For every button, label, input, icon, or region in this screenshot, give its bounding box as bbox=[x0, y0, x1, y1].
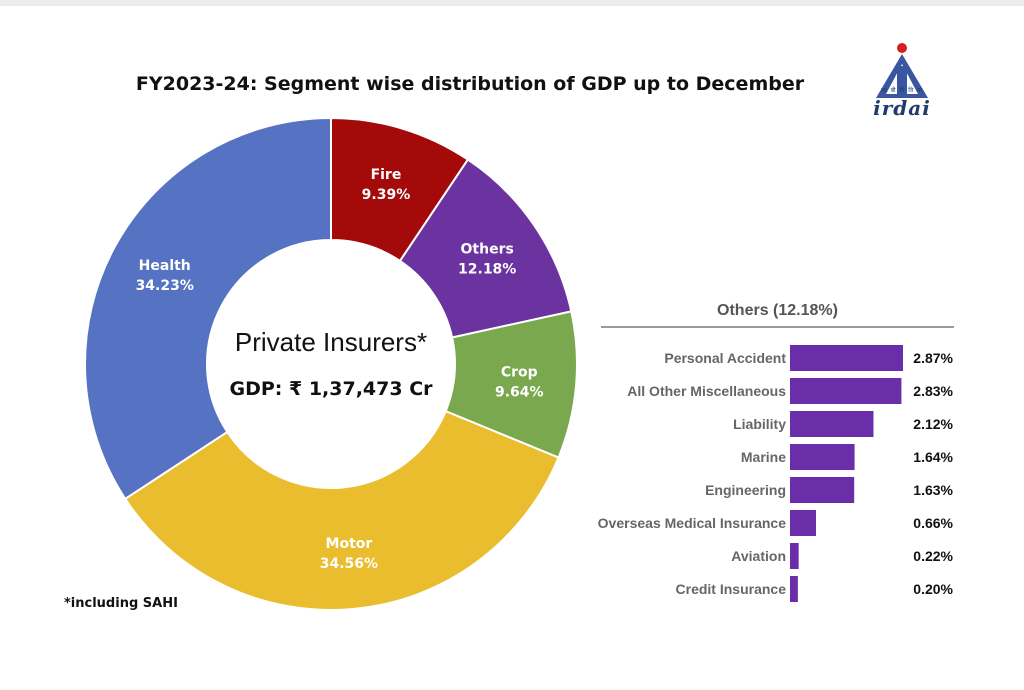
bar-value-marine: 1.64% bbox=[913, 449, 953, 465]
bar-personal-accident bbox=[790, 345, 903, 371]
bar-all-other-miscellaneous bbox=[790, 378, 902, 404]
bar-aviation bbox=[790, 543, 799, 569]
bar-value-personal-accident: 2.87% bbox=[913, 350, 953, 366]
slice-value-others: 12.18% bbox=[458, 262, 516, 278]
bar-label-engineering: Engineering bbox=[705, 482, 786, 498]
bar-label-marine: Marine bbox=[741, 449, 786, 465]
bar-label-aviation: Aviation bbox=[731, 548, 786, 564]
bar-label-all-other-miscellaneous: All Other Miscellaneous bbox=[627, 383, 786, 399]
slice-name-health: Health bbox=[139, 258, 191, 274]
bar-marine bbox=[790, 444, 855, 470]
center-title: Private Insurers* bbox=[234, 327, 428, 357]
slice-value-crop: 9.64% bbox=[495, 384, 544, 400]
logo-tagline: भा बी वि वि प्रा bbox=[880, 87, 924, 94]
slice-motor bbox=[123, 409, 560, 611]
irdai-logo bbox=[876, 43, 928, 98]
slice-health bbox=[84, 116, 332, 501]
bar-value-all-other-miscellaneous: 2.83% bbox=[913, 383, 953, 399]
slice-value-fire: 9.39% bbox=[362, 187, 411, 203]
bar-value-aviation: 0.22% bbox=[913, 548, 953, 564]
slice-name-others: Others bbox=[461, 242, 514, 258]
bar-label-credit-insurance: Credit Insurance bbox=[676, 581, 787, 597]
bar-engineering bbox=[790, 477, 855, 503]
slice-name-motor: Motor bbox=[326, 536, 373, 552]
chart-title: FY2023-24: Segment wise distribution of … bbox=[135, 73, 805, 95]
segment-donut-chart: Fire 9.39% Others 12.18% Crop 9.64% Motor 34.56… bbox=[84, 116, 578, 611]
top-border bbox=[0, 0, 1024, 6]
slice-name-fire: Fire bbox=[371, 167, 402, 183]
others-title-rule bbox=[601, 326, 954, 328]
slice-name-crop: Crop bbox=[501, 364, 538, 380]
bar-value-engineering: 1.63% bbox=[913, 482, 953, 498]
bar-value-credit-insurance: 0.20% bbox=[913, 581, 953, 597]
bar-label-personal-accident: Personal Accident bbox=[664, 350, 786, 366]
bar-label-liability: Liability bbox=[733, 416, 786, 432]
others-bar-chart: Personal Accident 2.87% All Other Miscella… bbox=[598, 345, 954, 602]
logo-wordmark: irdai bbox=[873, 96, 931, 120]
center-gdp-value: GDP: ₹ 1,37,473 Cr bbox=[229, 378, 433, 400]
bar-credit-insurance bbox=[790, 576, 798, 602]
bar-value-overseas-medical-insurance: 0.66% bbox=[913, 515, 953, 531]
others-breakdown-title: Others (12.18%) bbox=[717, 302, 838, 319]
footnote: *including SAHI bbox=[64, 596, 178, 611]
slice-value-motor: 34.56% bbox=[320, 556, 378, 572]
bar-overseas-medical-insurance bbox=[790, 510, 816, 536]
bar-value-liability: 2.12% bbox=[913, 416, 953, 432]
bar-label-overseas-medical-insurance: Overseas Medical Insurance bbox=[598, 515, 787, 531]
slice-value-health: 34.23% bbox=[136, 278, 194, 294]
bar-liability bbox=[790, 411, 874, 437]
